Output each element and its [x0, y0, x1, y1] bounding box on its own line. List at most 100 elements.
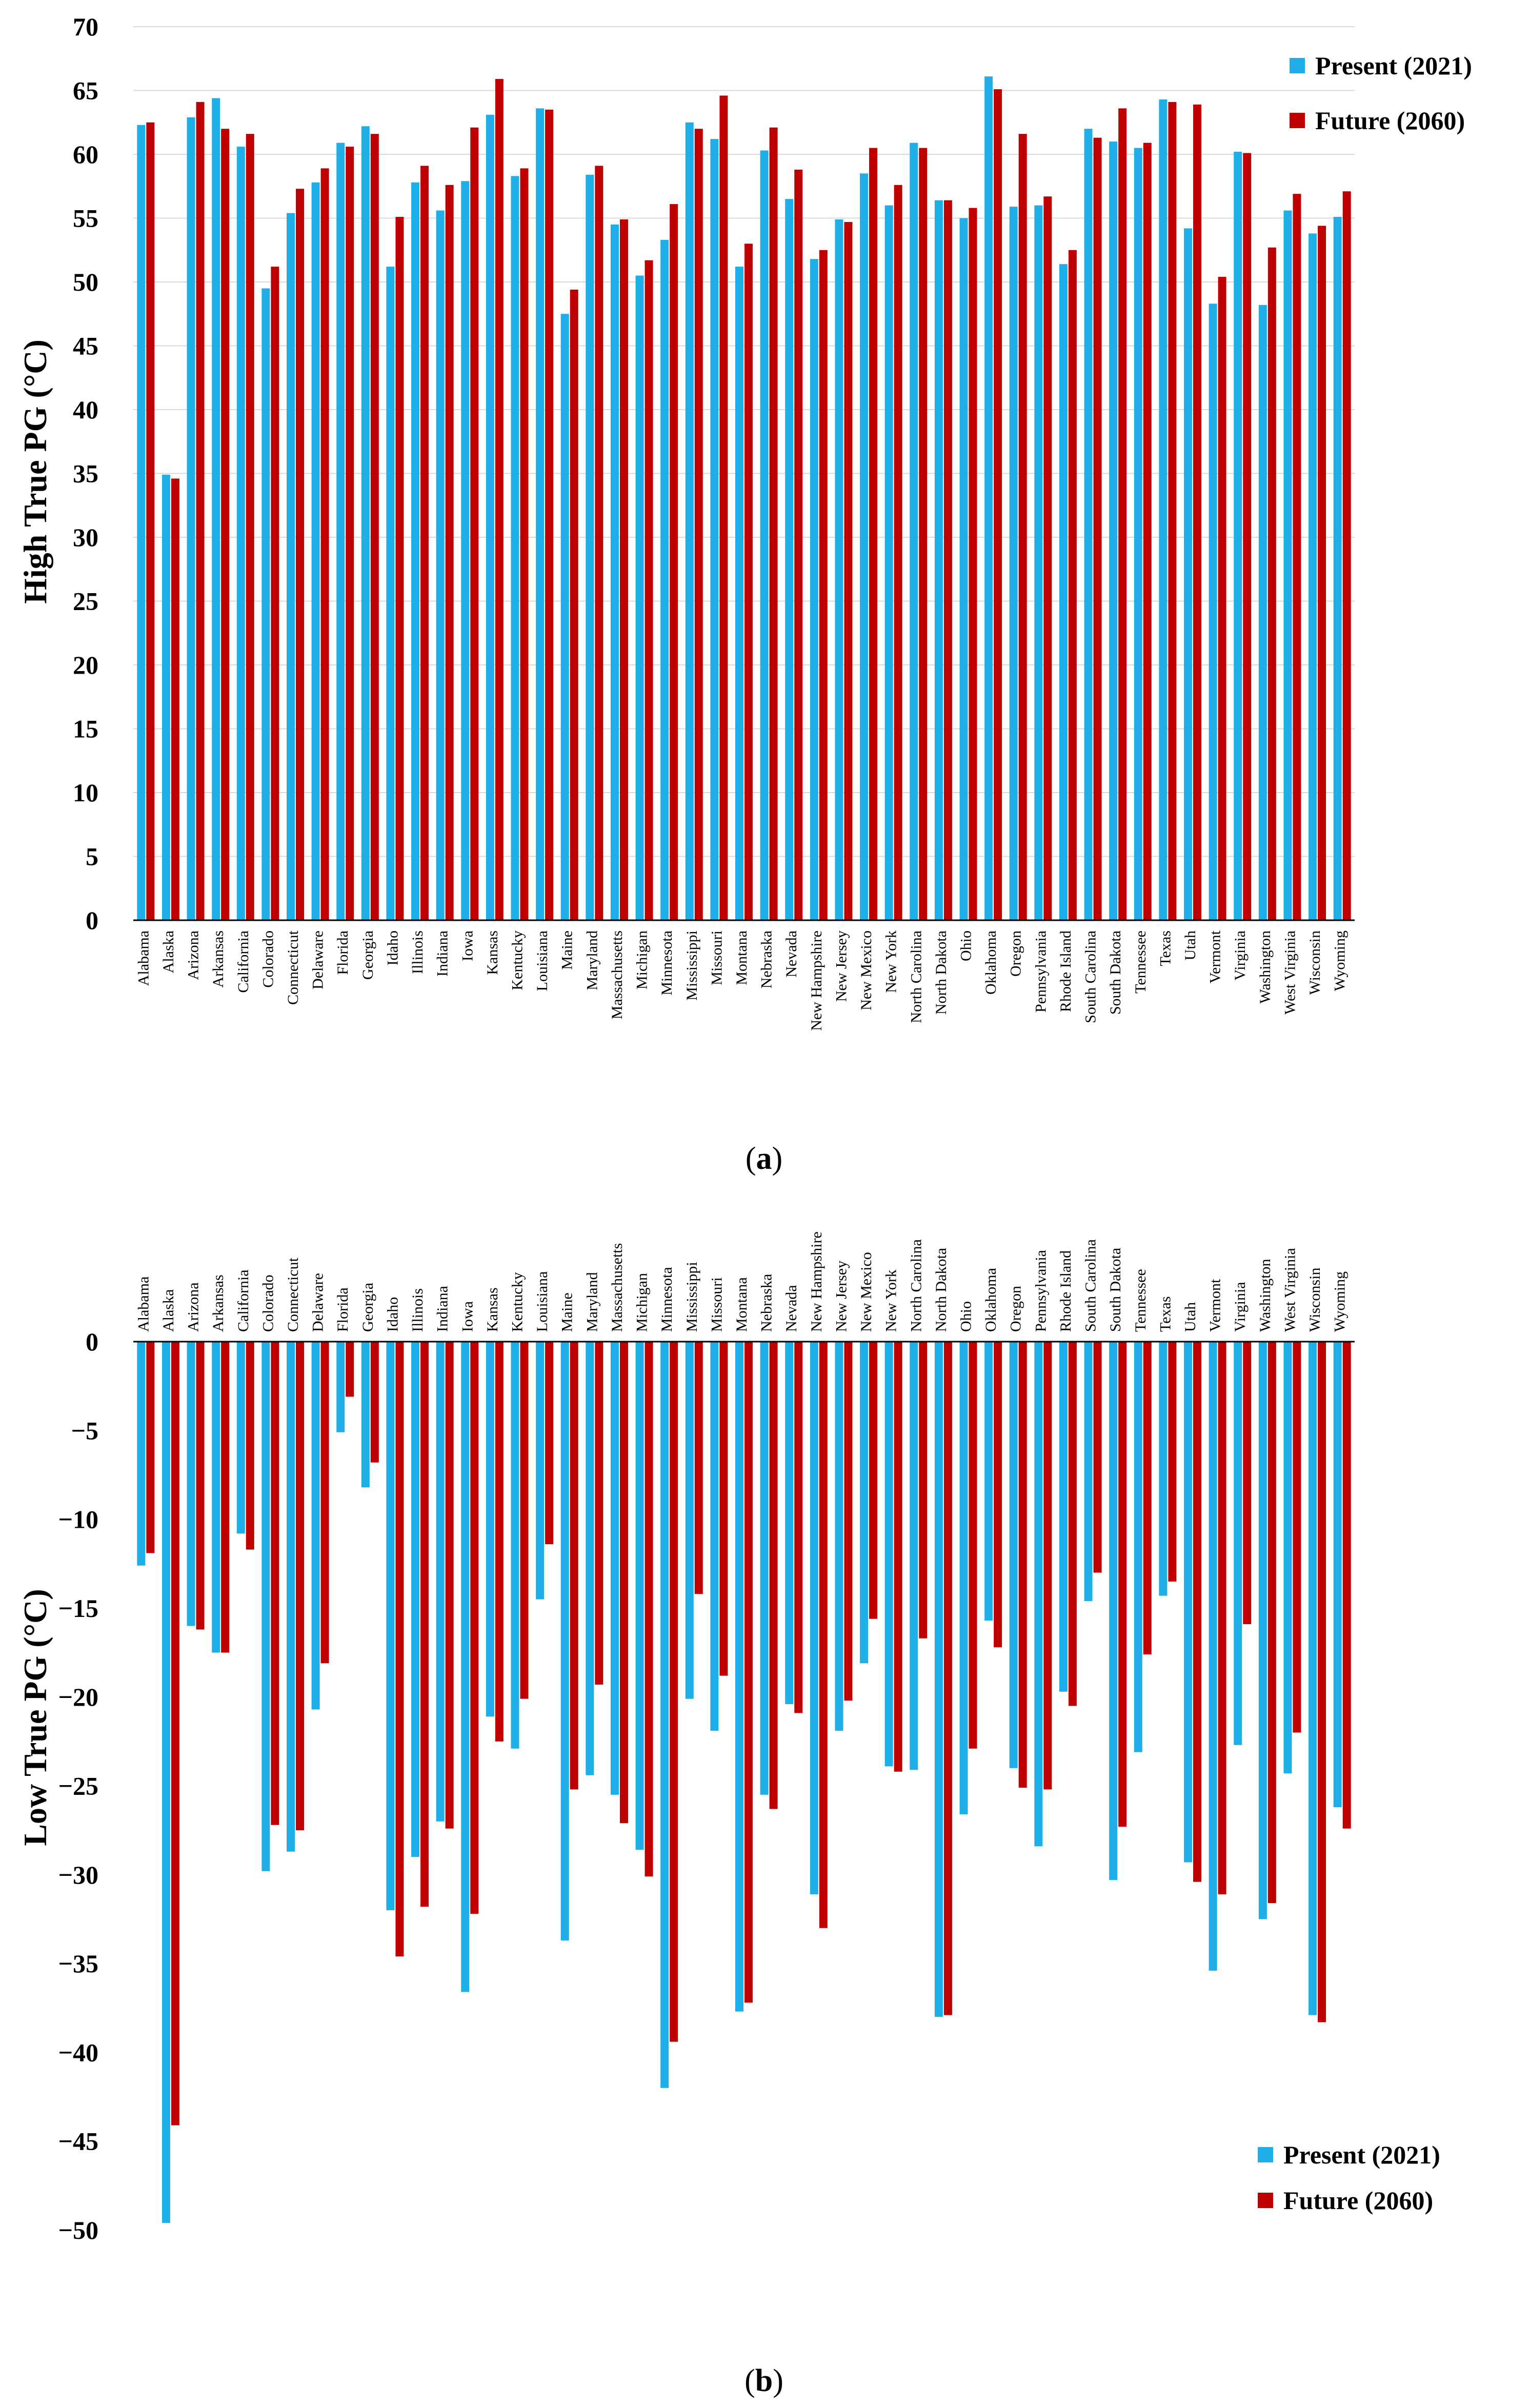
bar-present-texas: [1159, 1342, 1167, 1596]
chart-b-low-pg: 0−5−10−15−20−25−30−35−40−45−50 Alabama Al…: [17, 1231, 1440, 2398]
x-tick-label: South Dakota: [1107, 1248, 1124, 1332]
y-tick-label: 0: [86, 1327, 98, 1356]
chart-b-x-tick-labels: Alabama Alaska Arizona Arkansas California Co…: [135, 1231, 1348, 1332]
bar-present-florida: [336, 143, 345, 921]
bar-future-kansas: [495, 79, 504, 921]
bar-present-arkansas: [212, 98, 220, 921]
x-tick-label: Wyoming: [1332, 1271, 1348, 1332]
x-tick-label: Arkansas: [210, 930, 227, 988]
y-tick-label: 30: [73, 523, 98, 552]
x-tick-label: South Dakota: [1107, 930, 1124, 1015]
bar-present-nebraska: [760, 1342, 769, 1795]
y-tick-label: 25: [73, 587, 98, 616]
x-tick-label: Connecticut: [285, 1257, 301, 1332]
chart-a-legend-label-future: Future (2060): [1315, 106, 1465, 135]
x-tick-label: North Dakota: [933, 1248, 950, 1332]
x-tick-label: California: [235, 1269, 252, 1332]
bar-future-florida: [346, 1342, 354, 1397]
x-tick-label: Oregon: [1008, 1286, 1024, 1332]
bar-present-arkansas: [212, 1342, 220, 1653]
x-tick-label: New Hampshire: [808, 930, 825, 1031]
x-tick-label: Washington: [1257, 1259, 1274, 1332]
x-tick-label: New Mexico: [858, 1252, 875, 1332]
x-tick-label: Texas: [1157, 930, 1174, 966]
x-tick-label: Illinois: [409, 930, 426, 974]
chart-b-bars: [137, 1342, 1351, 2223]
bar-future-washington: [1267, 247, 1276, 920]
bar-future-missouri: [719, 1342, 728, 1676]
bar-future-utah: [1193, 104, 1202, 920]
x-tick-label: Pennsylvania: [1032, 1250, 1049, 1332]
y-tick-label: 40: [73, 395, 98, 424]
caption-a-letter: a: [756, 1141, 772, 1176]
x-tick-label: Colorado: [259, 930, 276, 988]
y-tick-label: 70: [73, 12, 98, 41]
bar-future-new-mexico: [869, 1342, 878, 1619]
caption-b-close: ): [773, 2363, 783, 2398]
chart-a-legend: Present (2021) Future (2060): [1290, 51, 1472, 135]
bar-future-indiana: [445, 185, 454, 920]
bar-future-california: [246, 1342, 254, 1550]
x-tick-label: Montana: [733, 1277, 750, 1332]
bar-present-new-york: [884, 205, 893, 921]
bar-future-nebraska: [769, 1342, 778, 1809]
bar-present-california: [236, 1342, 245, 1534]
bar-present-north-carolina: [910, 143, 918, 921]
x-tick-label: Ohio: [958, 1301, 975, 1332]
x-tick-label: Nebraska: [758, 930, 775, 988]
x-tick-label: Rhode Island: [1057, 930, 1074, 1012]
chart-a-high-pg: 0 5 10 15 20 25 30 35 40 45 50 55 60 65 70 Alabama Alas…: [17, 12, 1472, 1176]
bar-future-oregon: [1018, 134, 1027, 920]
x-tick-label: New Jersey: [833, 930, 850, 1002]
bar-present-south-carolina: [1084, 1342, 1093, 1602]
bar-present-wisconsin: [1308, 233, 1317, 920]
x-tick-label: Iowa: [459, 1301, 476, 1332]
bar-present-north-dakota: [934, 200, 943, 920]
x-tick-label: Wyoming: [1332, 930, 1348, 991]
y-tick-label: −25: [58, 1772, 99, 1800]
caption-b-letter: b: [755, 2363, 773, 2398]
x-tick-label: Georgia: [359, 1283, 376, 1332]
x-tick-label: Kentucky: [509, 930, 526, 990]
bar-future-nevada: [794, 1342, 803, 1713]
bar-future-washington: [1267, 1342, 1276, 1904]
x-tick-label: Utah: [1182, 930, 1199, 960]
bar-present-maryland: [586, 174, 594, 921]
bar-future-ohio: [969, 208, 977, 921]
bar-present-ohio: [959, 218, 968, 920]
chart-b-legend-swatch-present: [1258, 2147, 1273, 2162]
bar-present-massachusetts: [610, 1342, 619, 1795]
bar-present-nebraska: [760, 150, 769, 920]
x-tick-label: Utah: [1182, 1302, 1199, 1332]
bar-future-virginia: [1243, 153, 1252, 920]
y-tick-label: 35: [73, 459, 98, 488]
bar-future-ohio: [969, 1342, 977, 1749]
bar-present-montana: [735, 1342, 743, 2012]
bar-present-illinois: [411, 1342, 420, 1857]
bar-present-alaska: [162, 474, 170, 920]
bar-future-west-virginia: [1293, 1342, 1301, 1733]
bar-future-kentucky: [520, 1342, 529, 1699]
x-tick-label: Wisconsin: [1306, 1268, 1323, 1332]
bar-future-south-carolina: [1093, 1342, 1102, 1573]
x-tick-label: Kansas: [484, 1287, 501, 1332]
x-tick-label: Minnesota: [658, 1267, 675, 1332]
bar-future-west-virginia: [1293, 194, 1301, 921]
bar-present-missouri: [710, 139, 719, 920]
bar-present-louisiana: [536, 108, 545, 921]
x-tick-label: Vermont: [1207, 930, 1224, 983]
bar-present-nevada: [785, 1342, 794, 1705]
bar-future-pennsylvania: [1043, 196, 1052, 920]
x-tick-label: Mississippi: [683, 930, 700, 1001]
x-tick-label: North Carolina: [908, 930, 924, 1023]
bar-future-alabama: [146, 1342, 155, 1553]
bar-present-georgia: [361, 126, 370, 921]
x-tick-label: New Jersey: [833, 1261, 850, 1332]
bar-present-new-jersey: [835, 219, 843, 920]
bar-present-new-hampshire: [810, 1342, 818, 1894]
bar-present-louisiana: [536, 1342, 545, 1600]
bar-present-colorado: [261, 1342, 270, 1871]
bar-present-vermont: [1209, 303, 1217, 920]
x-tick-label: Arkansas: [210, 1274, 227, 1332]
bar-future-connecticut: [295, 189, 304, 921]
